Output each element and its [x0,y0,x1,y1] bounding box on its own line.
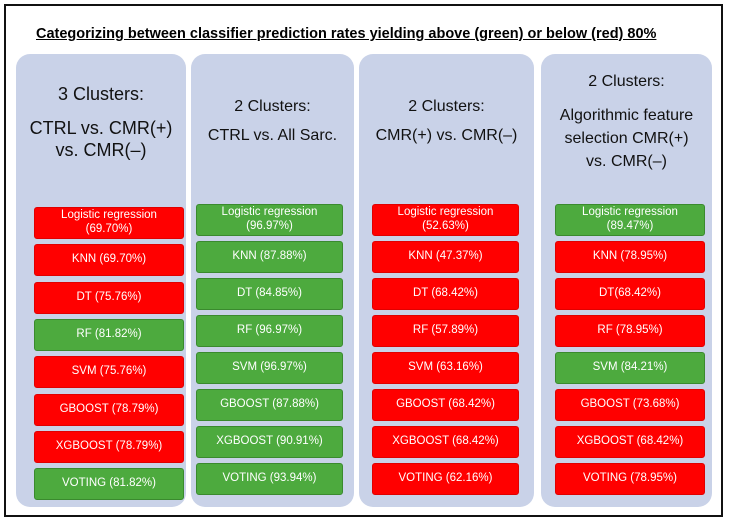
panel-3-clusters: 3 Clusters: CTRL vs. CMR(+) vs. CMR(–) L… [16,54,186,507]
result-box: VOTING (78.95%) [555,463,705,495]
result-box: SVM (63.16%) [372,352,519,384]
result-box: SVM (84.21%) [555,352,705,384]
result-box: KNN (69.70%) [34,244,184,277]
result-box: Logistic regression (89.47%) [555,204,705,236]
result-box: GBOOST (68.42%) [372,389,519,421]
result-box: GBOOST (78.79%) [34,393,184,426]
result-box: GBOOST (73.68%) [555,389,705,421]
result-box: KNN (78.95%) [555,241,705,273]
result-box: XGBOOST (68.42%) [555,426,705,458]
result-box: XGBOOST (90.91%) [196,426,343,458]
figure-title: Categorizing between classifier predicti… [36,26,657,42]
panel-heading-line1: 2 Clusters: [234,98,311,115]
result-box: GBOOST (87.88%) [196,389,343,421]
panel-cmr-pos-vs-neg: 2 Clusters: CMR(+) vs. CMR(–) Logistic r… [359,54,534,507]
panel-heading-line2: Algorithmic feature [559,107,694,124]
result-box: VOTING (93.94%) [196,463,343,495]
panel-heading-line1: 2 Clusters: [588,73,665,90]
result-box: DT(68.42%) [555,278,705,310]
result-box: VOTING (62.16%) [372,463,519,495]
result-box: Logistic regression (69.70%) [34,207,184,239]
panel-heading-line1: 3 Clusters: [57,84,145,104]
result-box: RF (96.97%) [196,315,343,347]
panel-algorithmic-feature-selection: 2 Clusters: Algorithmic feature selectio… [541,54,712,507]
result-box: RF (81.82%) [34,318,184,351]
panel-heading-line2: CMR(+) vs. CMR(–) [375,127,518,144]
result-box: SVM (96.97%) [196,352,343,384]
panel-heading-line1: 2 Clusters: [408,98,485,115]
panel-heading-line3: vs. CMR(–) [55,140,147,160]
panel-heading-line2: CTRL vs. All Sarc. [207,127,338,144]
result-box: Logistic regression (96.97%) [196,204,343,236]
result-box: RF (78.95%) [555,315,705,347]
panel-heading-line4: vs. CMR(–) [586,153,667,170]
result-box: KNN (87.88%) [196,241,343,273]
panel-ctrl-vs-all-sarc: 2 Clusters: CTRL vs. All Sarc. Logistic … [191,54,354,507]
result-box: SVM (75.76%) [34,356,184,389]
result-box: KNN (47.37%) [372,241,519,273]
result-box: DT (68.42%) [372,278,519,310]
panel-heading-line3: selection CMR(+) [564,130,689,147]
result-box: XGBOOST (68.42%) [372,426,519,458]
result-box: Logistic regression (52.63%) [372,204,519,236]
panel-heading-line2: CTRL vs. CMR(+) [29,118,173,138]
result-box: XGBOOST (78.79%) [34,430,184,463]
result-box: RF (57.89%) [372,315,519,347]
result-box: DT (75.76%) [34,281,184,314]
result-box: DT (84.85%) [196,278,343,310]
result-box: VOTING (81.82%) [34,468,184,501]
